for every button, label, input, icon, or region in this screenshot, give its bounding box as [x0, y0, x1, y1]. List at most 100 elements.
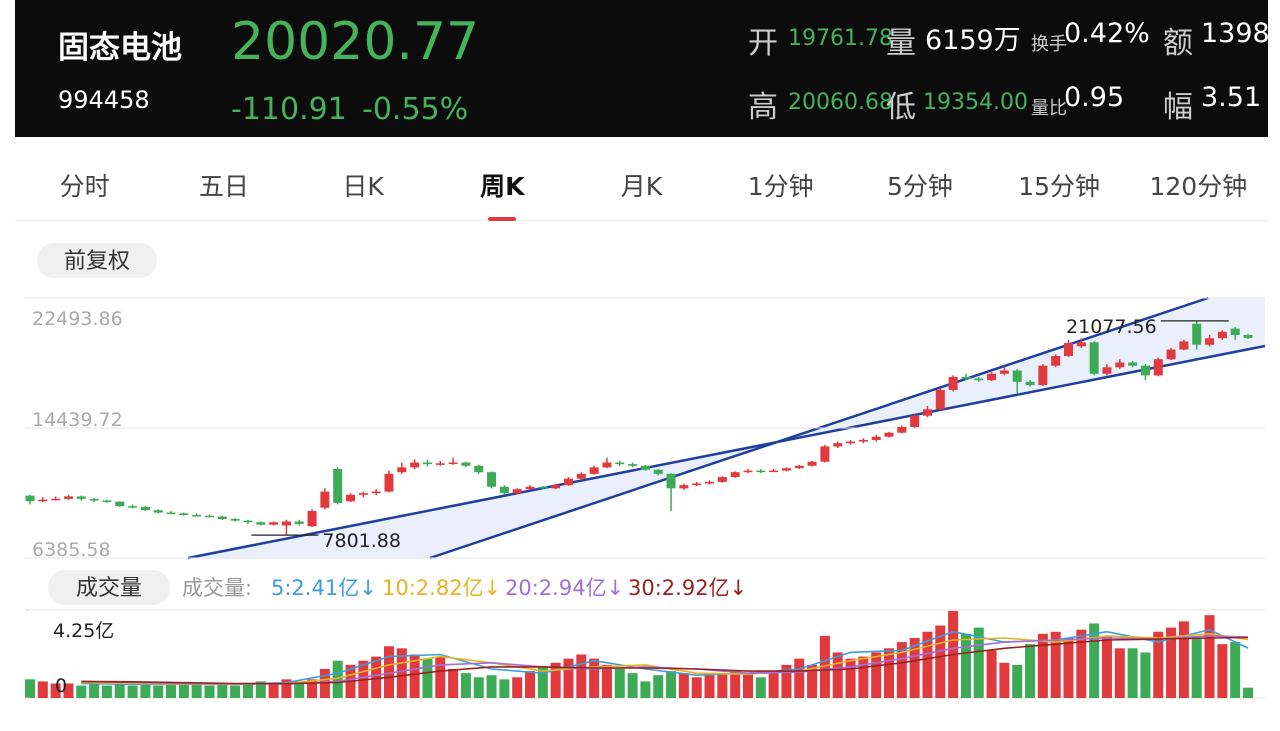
candle-body — [538, 486, 548, 489]
candle-body — [448, 462, 458, 465]
high-label: 21077.56 — [1066, 316, 1157, 338]
price: 20020.77 — [231, 12, 480, 72]
candle-body — [692, 483, 702, 486]
candle-body — [602, 462, 612, 468]
candle-body — [551, 485, 561, 489]
volume-bar — [191, 683, 202, 698]
volume-title: 成交量 — [76, 576, 142, 601]
volume-bar — [460, 673, 471, 698]
volume-bar — [601, 664, 612, 698]
low-label: 7801.88 — [322, 530, 401, 552]
volume-bar — [435, 656, 446, 698]
stat-value: 19354.00 — [923, 90, 1028, 115]
volume-bar — [922, 631, 933, 698]
candle-body — [128, 506, 138, 508]
candle-body — [833, 443, 843, 447]
volume-bar — [589, 658, 600, 698]
candle-body — [897, 427, 907, 433]
candle-body — [166, 512, 176, 515]
stat-value: 19761.78 — [788, 26, 893, 51]
volume-bar — [1191, 637, 1202, 698]
tab[interactable]: 分时 — [59, 172, 110, 201]
stat-label: 换手 — [1031, 34, 1067, 55]
change: -110.91 — [231, 92, 347, 127]
candle-body — [910, 415, 920, 428]
volume-bar — [781, 664, 792, 698]
period-tabs: 分时 五日 日K 周K 月K 1分钟 5分钟 15分钟 120分钟 — [15, 150, 1268, 221]
candle-body — [679, 485, 689, 489]
quote-header: 固态电池 994458 20020.77 -110.91 -0.55% 开 197… — [15, 0, 1268, 137]
volume-bar — [101, 685, 112, 698]
volume-bar — [755, 677, 766, 698]
stat-value: 0.42% — [1064, 18, 1150, 49]
volume-bar — [1114, 648, 1125, 698]
candle-body — [935, 389, 945, 410]
volume-bar — [896, 642, 907, 698]
volume-bar — [807, 664, 818, 698]
adjust-button[interactable]: 前复权 — [64, 249, 130, 274]
candle-body — [589, 467, 599, 474]
candle-body — [204, 515, 214, 518]
candle-body — [1192, 323, 1202, 345]
volume-bar — [307, 679, 318, 698]
channel-lower — [187, 344, 1266, 560]
candle-body — [1064, 343, 1074, 357]
candle-body — [961, 376, 971, 379]
candle-body — [628, 464, 638, 466]
candle-body — [730, 472, 740, 478]
candle-body — [487, 472, 497, 487]
volume-bar — [909, 637, 920, 698]
candle-body — [1115, 362, 1125, 368]
volume-bar — [409, 654, 420, 698]
candle-body — [115, 501, 125, 507]
candle-body — [1179, 341, 1189, 350]
candle-body — [884, 432, 894, 437]
candle-body — [666, 473, 676, 489]
volume-bar — [1025, 644, 1036, 698]
tab[interactable]: 五日 — [198, 172, 249, 201]
candle-body — [615, 462, 625, 465]
candle-body — [333, 468, 343, 503]
candle-body — [1128, 362, 1138, 366]
volume-bar — [1037, 633, 1048, 698]
tab[interactable]: 月K — [620, 172, 663, 201]
volume-bar — [37, 681, 48, 698]
volume-pill — [48, 570, 170, 605]
volume-bar — [884, 648, 895, 698]
tab[interactable]: 120分钟 — [1149, 172, 1248, 201]
candle-body — [294, 521, 304, 524]
tab[interactable]: 周K — [433, 167, 572, 221]
candle-body — [410, 462, 420, 468]
volume-bar — [819, 635, 830, 698]
candle-body — [563, 478, 573, 486]
volume-bar — [973, 627, 984, 698]
volume-bar — [486, 675, 497, 698]
candle-body — [1230, 328, 1240, 336]
volume-bar — [935, 625, 946, 698]
volume-bar — [140, 683, 151, 698]
tab[interactable]: 15分钟 — [1018, 172, 1101, 201]
volume-bar — [332, 660, 343, 698]
tab[interactable]: 日K — [342, 172, 384, 201]
volume-bar — [89, 683, 100, 698]
candle-body — [576, 473, 586, 479]
tab[interactable]: 1分钟 — [747, 172, 814, 201]
volume-bar — [281, 679, 292, 698]
candle-body — [948, 376, 958, 390]
y-tick-label: 6385.58 — [32, 539, 111, 561]
volume-bar — [230, 685, 241, 698]
volume-bar — [178, 683, 189, 698]
volume-bar — [742, 673, 753, 698]
volume-bar — [653, 675, 664, 698]
tab[interactable]: 5分钟 — [886, 172, 953, 201]
volume-bar — [1012, 664, 1023, 698]
candle-body — [192, 514, 202, 517]
volume-bar — [127, 685, 138, 698]
adjust-button-bg[interactable] — [37, 243, 157, 278]
candle-body — [987, 373, 997, 381]
volume-prefix: 成交量: — [182, 576, 252, 600]
candle-body — [1025, 381, 1035, 386]
candle-body — [743, 470, 753, 473]
volume-bar — [153, 685, 164, 698]
candle-body — [1243, 335, 1253, 338]
